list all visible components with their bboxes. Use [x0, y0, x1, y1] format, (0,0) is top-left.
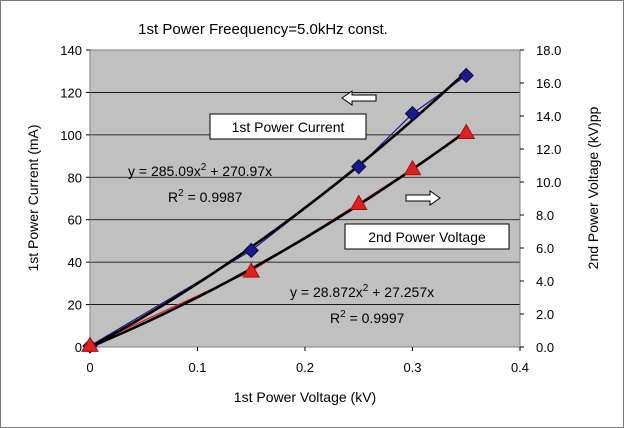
legend-box-current-frame [209, 113, 367, 140]
trendline-layer [89, 70, 468, 349]
legend-box-voltage-frame [344, 223, 510, 250]
voltage-point-3 [349, 194, 368, 210]
current-point-4 [404, 105, 421, 122]
y2-tick-label-18.0: 18.0 [536, 43, 561, 58]
y-tick-label-80: 80 [68, 170, 82, 185]
trendline-1 [89, 70, 468, 349]
x-tick-label-0: 0 [86, 360, 93, 375]
y-tick-label-40: 40 [68, 255, 82, 270]
current-point-5 [458, 67, 474, 84]
equation-current: y = 285.09x2 + 270.97x R2 = 0.9987 [128, 162, 272, 205]
y-axis-label: 1st Power Current (mA) [25, 124, 41, 271]
x-tick-label-0.3: 0.3 [403, 360, 421, 375]
y2-axis-ticks: 0.0 2.0 4.0 6.0 8.0 10.0 12.0 14.0 16.0 18.0 [520, 43, 561, 355]
x-axis-ticks: 0 0.1 0.2 0.3 0.4 [86, 347, 529, 375]
plot-area [90, 50, 520, 347]
y2-tick-label-6.0: 6.0 [536, 241, 554, 256]
voltage-point-1 [81, 336, 99, 352]
y-tick-label-0: 0 [75, 340, 82, 355]
y2-tick-label-10.0: 10.0 [536, 175, 561, 190]
chart-title: 1st Power Freequency=5.0kHz const. [138, 21, 388, 38]
y-tick-label-140: 140 [60, 43, 82, 58]
x-tick-label-0.1: 0.1 [188, 360, 206, 375]
legend-box-current: 1st Power Current [209, 113, 367, 140]
legend-box-voltage: 2nd Power Voltage [344, 223, 510, 250]
x-tick-label-0.2: 0.2 [296, 360, 314, 375]
r2-voltage-text: R2 = 0.9997 [330, 309, 405, 326]
y-tick-label-100: 100 [60, 128, 82, 143]
y2-tick-label-14.0: 14.0 [536, 109, 561, 124]
y-tick-label-60: 60 [68, 213, 82, 228]
y-tick-label-20: 20 [68, 298, 82, 313]
marker-layer [81, 67, 476, 354]
y2-tick-label-4.0: 4.0 [536, 274, 554, 289]
legend-box-voltage-label: 2nd Power Voltage [368, 229, 486, 245]
y2-tick-label-16.0: 16.0 [536, 76, 561, 91]
y2-tick-label-0.0: 0.0 [536, 340, 554, 355]
equation-voltage-text: y = 28.872x2 + 27.257x [290, 283, 434, 300]
y2-tick-label-12.0: 12.0 [536, 142, 561, 157]
arrow-left-icon [341, 90, 377, 106]
x-axis-label: 1st Power Voltage (kV) [234, 389, 376, 405]
x-tick-label-0.4: 0.4 [511, 360, 529, 375]
equation-current-text: y = 285.09x2 + 270.97x [128, 162, 272, 179]
y2-tick-label-2.0: 2.0 [536, 307, 554, 322]
y2-axis-label: 2nd Power Voltage (kV)pp [585, 106, 601, 269]
legend-box-current-label: 1st Power Current [232, 119, 345, 135]
current-point-3 [351, 158, 367, 175]
y-tick-label-120: 120 [60, 85, 82, 100]
equation-voltage: y = 28.872x2 + 27.257x R2 = 0.9997 [290, 283, 434, 326]
y2-tick-label-8.0: 8.0 [536, 208, 554, 223]
voltage-point-2 [242, 262, 261, 278]
y-axis-ticks: 0 20 40 60 80 100 120 140 [60, 43, 90, 355]
trendline-2 [89, 130, 468, 349]
voltage-point-4 [403, 159, 422, 176]
current-point-2 [243, 242, 259, 259]
voltage-point-5 [457, 123, 476, 139]
arrow-right-icon [405, 190, 441, 206]
r2-current-text: R2 = 0.9987 [168, 188, 243, 205]
